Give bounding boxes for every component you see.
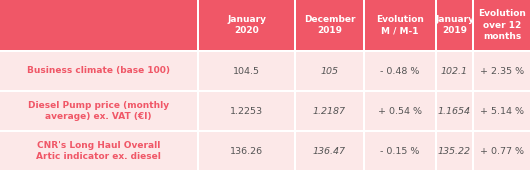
Text: 136.26: 136.26 <box>230 147 263 156</box>
Text: January
2019: January 2019 <box>435 15 474 35</box>
Bar <box>0 132 197 170</box>
Bar <box>474 52 530 90</box>
Text: January
2020: January 2020 <box>227 15 266 35</box>
Bar <box>296 0 363 50</box>
Bar <box>296 92 363 130</box>
Bar <box>474 132 530 170</box>
Bar <box>365 52 435 90</box>
Text: - 0.48 %: - 0.48 % <box>381 66 420 75</box>
Bar <box>0 0 197 50</box>
Bar <box>365 92 435 130</box>
Bar <box>0 52 197 90</box>
Text: 105: 105 <box>321 66 339 75</box>
Bar <box>437 0 472 50</box>
Text: 1.2253: 1.2253 <box>230 106 263 115</box>
Text: + 2.35 %: + 2.35 % <box>480 66 524 75</box>
Bar <box>437 92 472 130</box>
Text: December
2019: December 2019 <box>304 15 355 35</box>
Bar <box>474 0 530 50</box>
Text: 136.47: 136.47 <box>313 147 346 156</box>
Text: Business climate (base 100): Business climate (base 100) <box>27 66 170 75</box>
Bar <box>474 92 530 130</box>
Bar <box>365 0 435 50</box>
Text: + 0.77 %: + 0.77 % <box>480 147 524 156</box>
Text: Diesel Pump price (monthly
average) ex. VAT (€l): Diesel Pump price (monthly average) ex. … <box>28 101 169 121</box>
Bar <box>437 132 472 170</box>
Text: CNR's Long Haul Overall
Artic indicator ex. diesel: CNR's Long Haul Overall Artic indicator … <box>36 141 161 161</box>
Text: 135.22: 135.22 <box>438 147 471 156</box>
Bar <box>365 132 435 170</box>
Bar <box>0 92 197 130</box>
Text: + 0.54 %: + 0.54 % <box>378 106 422 115</box>
Bar <box>199 52 294 90</box>
Text: + 5.14 %: + 5.14 % <box>480 106 524 115</box>
Bar <box>199 92 294 130</box>
Bar <box>296 52 363 90</box>
Bar <box>296 132 363 170</box>
Text: 1.1654: 1.1654 <box>438 106 471 115</box>
Text: Evolution
M / M-1: Evolution M / M-1 <box>376 15 424 35</box>
Text: 104.5: 104.5 <box>233 66 260 75</box>
Bar <box>437 52 472 90</box>
Text: 1.2187: 1.2187 <box>313 106 346 115</box>
Text: 102.1: 102.1 <box>441 66 468 75</box>
Text: - 0.15 %: - 0.15 % <box>381 147 420 156</box>
Bar <box>199 0 294 50</box>
Text: Evolution
over 12
months: Evolution over 12 months <box>478 9 526 41</box>
Bar <box>199 132 294 170</box>
